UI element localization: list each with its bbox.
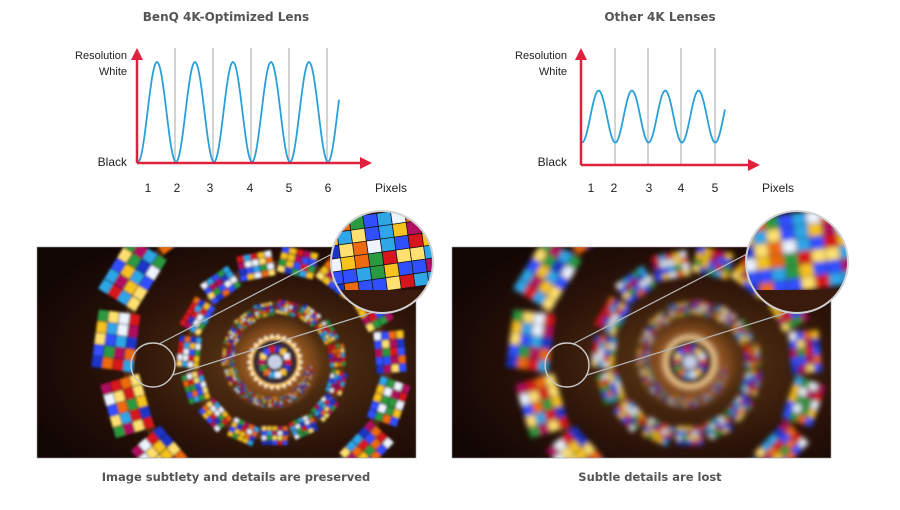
x-tick-label: 6 [325, 181, 332, 195]
chart-title: BenQ 4K-Optimized Lens [143, 10, 309, 24]
y-axis-arrow-icon [575, 48, 587, 60]
caption-benq: Image subtlety and details are preserved [102, 470, 371, 484]
magnifier-connector-line [572, 253, 748, 345]
magnifier-connector-line [158, 253, 333, 345]
stained-glass-photo-blurry [451, 210, 849, 459]
x-tick-label: 1 [145, 181, 152, 195]
x-tick-label: 2 [174, 181, 181, 195]
y-low-label: Black [538, 155, 568, 169]
y-high-label: White [539, 66, 567, 78]
resolution-wave-line [137, 60, 340, 164]
chart-title: Other 4K Lenses [604, 10, 715, 24]
caption-other: Subtle details are lost [578, 470, 722, 484]
x-tick-label: 2 [611, 181, 618, 195]
x-tick-label: 1 [588, 181, 595, 195]
x-tick-label: 5 [286, 181, 293, 195]
y-low-label: Black [98, 155, 128, 169]
small-magnifier-circle [544, 342, 590, 388]
y-axis-label: Resolution [515, 50, 567, 62]
magnified-detail-circle [331, 211, 433, 313]
magnified-detail-circle [746, 211, 848, 313]
y-axis-arrow-icon [131, 48, 143, 60]
x-tick-label: 3 [207, 181, 214, 195]
stained-glass-photo-sharp [36, 210, 434, 459]
other-lens-resolution-chart: Other 4K Lenses Resolution White Black 1 2 3 4 5… [515, 10, 794, 195]
magnifier-connector-line [172, 311, 375, 376]
resolution-wave-line [581, 89, 726, 144]
y-axis-label: Resolution [75, 50, 127, 62]
x-tick-label: 3 [646, 181, 653, 195]
x-tick-label: 4 [678, 181, 685, 195]
magnifier-connector-line [586, 311, 790, 376]
x-axis-label: Pixels [762, 181, 794, 195]
x-tick-label: 4 [247, 181, 254, 195]
benq-resolution-chart: BenQ 4K-Optimized Lens Resolution White Bla… [75, 10, 407, 195]
x-axis-label: Pixels [375, 181, 407, 195]
y-high-label: White [99, 66, 127, 78]
x-axis-arrow-icon [748, 159, 760, 171]
x-axis-arrow-icon [360, 157, 372, 169]
small-magnifier-circle [130, 342, 176, 388]
x-tick-label: 5 [712, 181, 719, 195]
